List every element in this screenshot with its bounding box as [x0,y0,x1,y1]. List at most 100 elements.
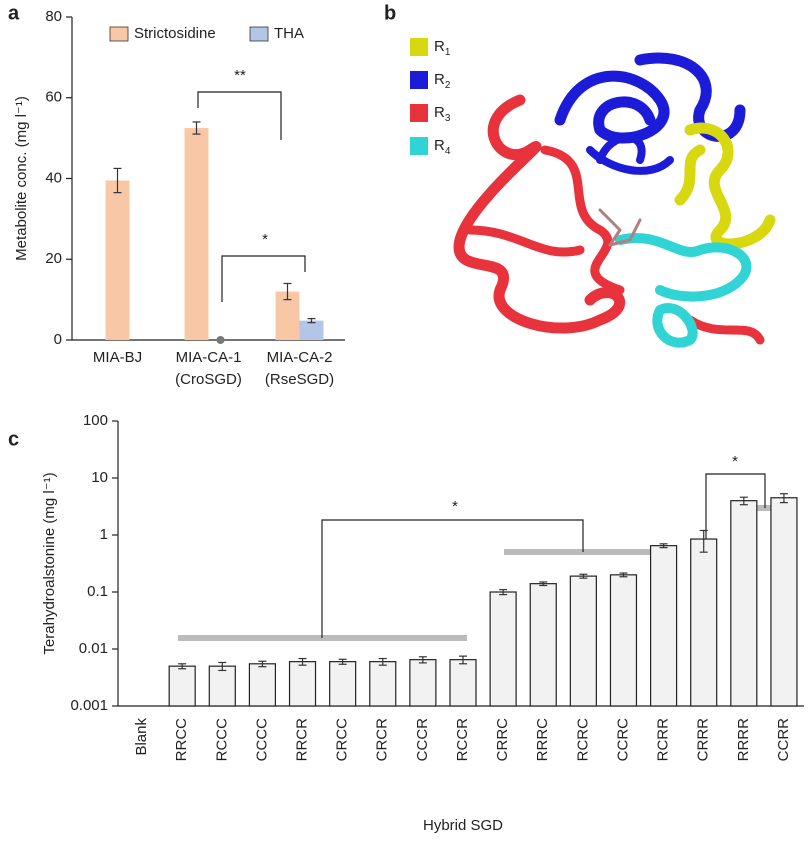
bar [730,500,758,707]
y-tick-label: 40 [45,169,62,186]
x-tick-label: CCCC [253,718,270,761]
x-tick-sublabel: (RseSGD) [265,371,334,388]
x-tick-label: RCRC [574,718,591,761]
x-tick-label: RRRR [735,718,752,761]
bar [168,665,196,707]
bar [449,659,477,707]
legend-label: THA [274,25,304,42]
x-tick-label: CCCR [414,718,431,761]
legend-label: R4 [434,137,451,157]
legend-label-main: R [434,137,445,154]
x-tick-label: CRRC [494,718,511,761]
significance-label: * [262,231,268,248]
y-axis-label: Metabolite conc. (mg l⁻¹) [13,96,30,261]
panel-label: b [384,2,396,24]
x-tick-sublabel: (CroSGD) [175,371,242,388]
y-tick-label: 20 [45,250,62,267]
bar [649,545,678,707]
x-axis-label: Hybrid SGD [423,817,503,834]
error-bar [659,543,668,549]
x-tick-label: RCCC [213,718,230,761]
y-tick-label: 60 [45,89,62,106]
significance-label: * [452,498,458,515]
x-tick-label: CCRR [775,718,792,761]
error-bar [378,657,387,666]
x-tick-label: RCRR [655,718,672,761]
x-tick-label: MIA-BJ [93,349,142,366]
significance-label: ** [234,67,246,84]
bar [529,583,557,707]
x-tick-label: MIA-CA-2 [267,349,333,366]
error-bar [258,660,267,668]
error-bar [699,529,708,553]
panel-label: c [8,428,19,450]
legend-label-main: R [434,71,445,88]
significance-bracket [705,473,766,545]
error-bar [418,656,427,664]
legend-label: R1 [434,38,451,58]
error-bar [338,658,347,665]
zero-point [216,336,225,344]
error-bar [192,121,201,135]
error-bar [499,589,508,596]
x-tick-label: Blank [133,718,150,756]
legend-swatch [410,137,428,155]
legend-label: Strictosidine [134,25,216,42]
bar [569,575,597,707]
y-tick-label: 0.1 [87,583,108,600]
bar [248,663,277,707]
x-tick-label: CCRC [614,718,631,761]
x-tick-label: RCCR [454,718,471,761]
legend-swatch [410,71,428,89]
legend-swatch [410,38,428,56]
error-bar [739,496,748,506]
error-bar [218,661,227,672]
y-tick-label: 0.01 [79,640,108,657]
legend-label-main: R [434,38,445,55]
bar [288,661,317,707]
y-tick-label: 10 [91,469,108,486]
error-bar [283,282,292,301]
error-bar [307,318,316,324]
error-bar [579,573,588,579]
bar [329,661,357,707]
panel-label: a [8,2,20,24]
bar [690,538,718,707]
error-bar [539,581,548,587]
legend-label: R3 [434,104,451,124]
x-tick-label: CRRR [695,718,712,761]
legend-label-main: R [434,104,445,121]
bar [299,320,324,340]
legend-swatch [109,26,129,42]
protein-structure [453,52,776,348]
bar [409,659,437,707]
legend-label-sub: 2 [445,80,451,91]
y-axis-label: Terahydroalstonine (mg l⁻¹) [41,472,58,654]
bar [184,128,209,340]
bar [770,497,798,707]
significance-label: * [732,453,738,470]
bar [369,661,397,707]
legend-label-sub: 3 [445,113,451,124]
significance-bracket [321,519,584,638]
y-tick-label: 0 [54,331,62,348]
x-tick-label: MIA-CA-1 [176,349,242,366]
bar [609,574,638,707]
legend-swatch [410,104,428,122]
x-tick-label: CRCC [334,718,351,761]
legend-swatch [249,26,269,42]
x-tick-label: RRCC [173,718,190,761]
error-bar [619,572,628,578]
error-bar [298,657,307,666]
bar [208,665,236,707]
significance-bracket [221,255,306,302]
y-tick-label: 80 [45,8,62,25]
error-bar [178,663,187,670]
x-tick-label: RRRC [534,718,551,761]
y-tick-label: 1 [100,526,108,543]
error-bar [779,493,788,504]
bar [105,180,130,340]
x-tick-label: CRCR [374,718,391,761]
